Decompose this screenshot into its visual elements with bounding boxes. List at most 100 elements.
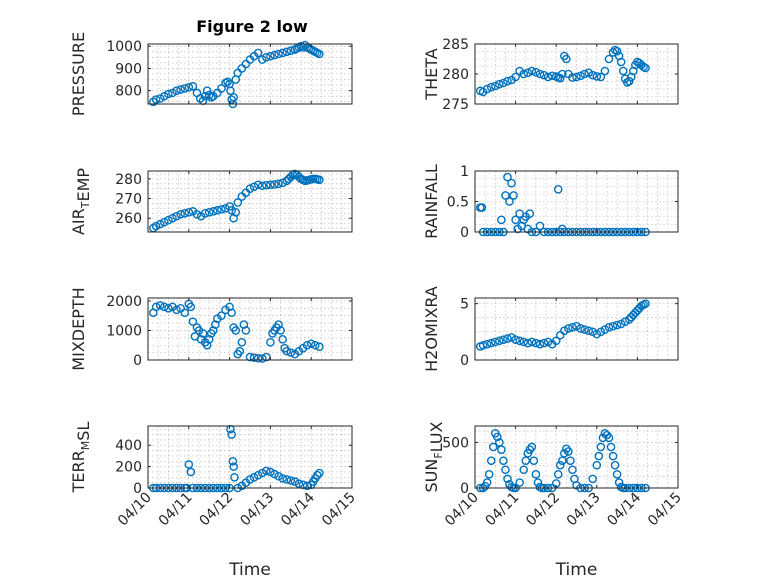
y-tick-label: 0: [460, 225, 469, 241]
y-tick-label: 280: [115, 172, 142, 188]
data-point: [233, 198, 243, 207]
data-point: [608, 451, 618, 461]
data-point: [557, 69, 567, 79]
data-point: [576, 324, 585, 333]
data-point: [270, 180, 279, 189]
data-point: [282, 475, 292, 484]
x-tick-label: 04/14: [278, 489, 318, 529]
data-point: [499, 78, 508, 88]
data-point: [555, 73, 565, 83]
data-point: [249, 182, 259, 192]
data-point: [553, 470, 563, 479]
data-point: [486, 82, 496, 92]
subplot-rainfall: 0 0.5 1 RAINFALL: [422, 164, 679, 241]
data-point: [164, 304, 173, 313]
subplot-mixdepth: 0 1000 2000 MIXDEPTH: [69, 287, 353, 371]
data-point: [188, 81, 198, 91]
data-point: [257, 181, 267, 191]
data-point: [302, 340, 312, 350]
data-point: [486, 338, 496, 348]
data-point: [274, 179, 283, 189]
data-point: [266, 51, 275, 61]
x-tick-label: 04/14: [604, 489, 644, 529]
data-point: [580, 325, 589, 334]
data-point: [533, 478, 543, 487]
series-markers: [475, 299, 650, 351]
data-point: [608, 321, 618, 331]
data-point: [229, 462, 238, 471]
y-tick-label: 285: [442, 37, 469, 53]
data-point: [519, 69, 529, 79]
axis-frame: [474, 425, 679, 489]
data-point: [217, 205, 226, 214]
data-point: [511, 215, 520, 225]
data-point: [505, 197, 514, 206]
data-point: [227, 430, 236, 439]
data-point: [245, 475, 255, 484]
data-point: [223, 77, 232, 87]
data-point: [227, 95, 236, 104]
data-point: [568, 73, 577, 82]
data-point: [503, 334, 512, 343]
data-point: [315, 468, 324, 478]
y-tick-label: 800: [115, 84, 142, 100]
data-point: [266, 180, 275, 190]
data-point: [172, 86, 181, 95]
data-point: [270, 469, 279, 479]
data-point: [286, 476, 296, 485]
data-point: [564, 447, 573, 456]
data-point: [253, 180, 263, 190]
data-point: [229, 93, 238, 102]
data-point: [253, 470, 263, 480]
data-point: [527, 442, 537, 452]
axis-frame: [147, 297, 353, 361]
y-axis-label: TERRMSL: [69, 422, 93, 494]
data-point: [531, 338, 541, 348]
data-point: [612, 320, 622, 330]
x-tick-label: 04/13: [237, 490, 277, 530]
data-point: [286, 348, 296, 357]
y-tick-label: 0: [460, 481, 469, 497]
data-point: [186, 302, 196, 312]
data-point: [612, 46, 622, 56]
plot-area: [475, 426, 678, 488]
data-point: [529, 456, 539, 465]
axis-frame: [147, 43, 353, 105]
data-point: [172, 305, 181, 315]
data-point: [511, 72, 520, 82]
data-point: [230, 473, 239, 482]
subplot-h2omixra: 0 5 H2OMIXRA: [422, 286, 679, 372]
x-tick-label: 04/15: [645, 490, 685, 530]
data-point: [535, 221, 545, 231]
data-point: [531, 67, 541, 77]
axis-frame: [147, 170, 353, 233]
y-axis-label: PRESSURE: [69, 32, 88, 116]
data-point: [596, 72, 606, 82]
data-point: [217, 84, 226, 93]
data-point: [588, 474, 598, 484]
data-point: [488, 442, 498, 452]
data-point: [501, 191, 510, 200]
y-axis-label: MIXDEPTH: [69, 287, 88, 370]
data-point: [641, 63, 650, 73]
data-point: [610, 460, 620, 470]
data-point: [172, 211, 181, 221]
data-point: [204, 208, 214, 217]
data-point: [226, 86, 235, 95]
data-point: [531, 470, 541, 479]
data-point: [282, 47, 292, 57]
data-point: [227, 308, 236, 318]
data-point: [497, 215, 506, 225]
data-point: [507, 178, 516, 188]
data-point: [523, 68, 533, 78]
data-point: [245, 184, 255, 194]
data-point: [245, 352, 255, 362]
data-point: [257, 468, 267, 478]
y-tick-label: 0: [133, 481, 142, 497]
data-point: [155, 94, 165, 103]
data-point: [519, 337, 529, 347]
data-point: [501, 465, 510, 475]
y-tick-label: 5: [460, 297, 469, 313]
data-point: [497, 445, 506, 455]
